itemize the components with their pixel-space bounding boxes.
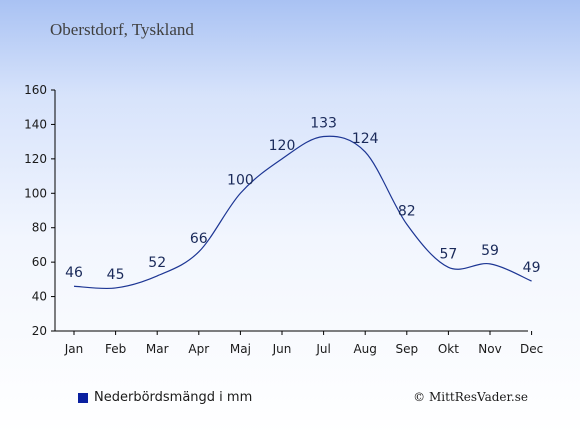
y-tick-label: 80: [32, 221, 47, 235]
x-tick-label: Sep: [395, 342, 418, 356]
credit-text: © MittResVader.se: [413, 390, 528, 404]
data-label: 124: [352, 131, 379, 147]
y-tick-label: 140: [24, 117, 47, 131]
axes: 20 40 60 80 100 120 140 160 Jan Feb Mar Apr Maj Jun Ju…: [24, 83, 543, 356]
data-label: 133: [310, 115, 337, 131]
data-label: 100: [227, 172, 254, 188]
y-tick-label: 60: [32, 255, 47, 269]
x-tick-label: Jun: [272, 342, 292, 356]
data-label: 45: [107, 267, 125, 283]
y-tick-label: 100: [24, 186, 47, 200]
series-line: [73, 135, 532, 290]
x-tick-label: Okt: [438, 342, 459, 356]
legend: Nederbördsmängd i mm: [78, 390, 252, 405]
data-label: 49: [523, 260, 541, 276]
x-tick-label: Jan: [64, 342, 84, 356]
data-label: 120: [269, 138, 296, 154]
legend-label: Nederbördsmängd i mm: [94, 390, 253, 405]
y-tick-label: 120: [24, 152, 47, 166]
data-labels: 46 45 52 66 100 120 133 124 82 57 59 49: [65, 115, 540, 282]
x-tick-label: Dec: [520, 342, 543, 356]
data-label: 59: [481, 243, 499, 259]
x-tick-label: Jul: [315, 342, 330, 356]
y-tick-label: 160: [24, 83, 47, 97]
legend-swatch: [78, 392, 88, 403]
data-label: 82: [398, 203, 416, 219]
x-tick-label: Mar: [146, 342, 169, 356]
y-tick-label: 40: [32, 290, 47, 304]
x-tick-label: Maj: [230, 342, 251, 356]
x-tick-label: Aug: [353, 342, 376, 356]
x-tick-label: Nov: [478, 342, 501, 356]
data-label: 52: [148, 255, 166, 271]
x-tick-label: Apr: [188, 342, 209, 356]
chart-title: Oberstdorf, Tyskland: [50, 20, 194, 39]
data-label: 57: [439, 246, 457, 262]
y-tick-label: 20: [32, 324, 47, 338]
x-tick-label: Feb: [105, 342, 126, 356]
data-label: 66: [190, 231, 208, 247]
data-label: 46: [65, 265, 83, 281]
